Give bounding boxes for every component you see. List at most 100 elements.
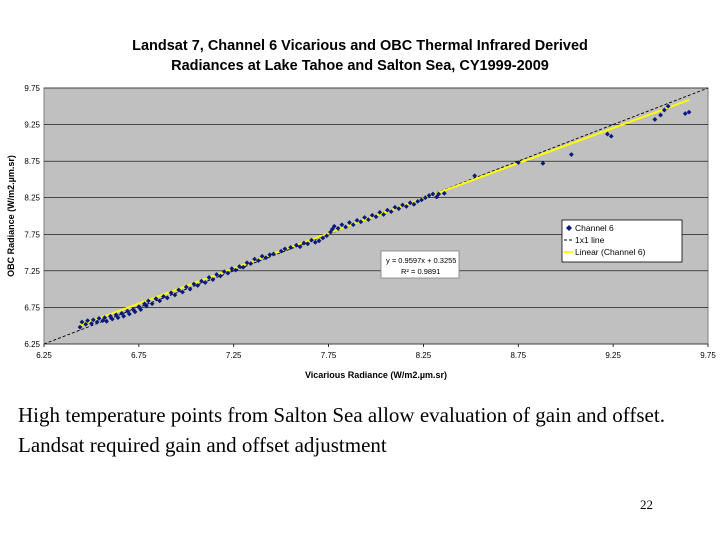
data-point bbox=[214, 272, 220, 277]
data-point bbox=[278, 248, 284, 254]
data-point bbox=[388, 209, 394, 215]
y-tick-label: 9.25 bbox=[24, 121, 40, 130]
y-tick-label: 7.25 bbox=[24, 267, 40, 276]
data-point bbox=[244, 260, 250, 266]
data-point bbox=[164, 295, 170, 301]
data-point bbox=[328, 229, 333, 235]
data-point bbox=[312, 239, 318, 245]
data-point bbox=[682, 111, 688, 116]
data-point bbox=[282, 246, 288, 252]
data-point bbox=[221, 269, 227, 274]
data-point bbox=[109, 316, 115, 322]
data-point bbox=[665, 103, 671, 109]
data-point bbox=[381, 212, 386, 217]
data-point bbox=[407, 200, 413, 206]
chart-title-line-1: Landsat 7, Channel 6 Vicarious and OBC T… bbox=[132, 38, 588, 54]
data-point bbox=[329, 226, 335, 232]
data-point bbox=[419, 197, 424, 203]
legend: Channel 6 1x1 line Linear (Channel 6) bbox=[561, 219, 683, 263]
data-point bbox=[652, 117, 658, 122]
scatter-chart: Landsat 7, Channel 6 Vicarious and OBC T… bbox=[6, 38, 716, 380]
data-point bbox=[138, 307, 144, 313]
data-point bbox=[176, 287, 182, 293]
data-point bbox=[350, 222, 356, 228]
data-point bbox=[422, 195, 428, 201]
data-point bbox=[411, 201, 417, 207]
chart-title-line-2: Radiances at Lake Tahoe and Salton Sea, … bbox=[171, 58, 549, 74]
data-point bbox=[441, 190, 447, 196]
data-point bbox=[384, 207, 390, 213]
data-point bbox=[366, 217, 371, 223]
data-point bbox=[172, 292, 178, 298]
data-point bbox=[343, 224, 349, 230]
data-point bbox=[661, 107, 667, 113]
data-point bbox=[115, 315, 121, 321]
data-point bbox=[225, 270, 231, 276]
data-point bbox=[145, 298, 151, 304]
data-point bbox=[430, 191, 436, 197]
x-tick-label: 8.75 bbox=[510, 351, 526, 360]
legend-label-linear-fit: Linear (Channel 6) bbox=[575, 247, 646, 257]
data-point bbox=[436, 191, 442, 197]
legend-label-1x1-line: 1x1 line bbox=[575, 235, 605, 245]
data-point bbox=[305, 241, 311, 247]
data-point bbox=[320, 235, 326, 241]
data-point bbox=[369, 212, 375, 218]
data-point bbox=[331, 223, 337, 229]
y-tick-label: 7.75 bbox=[24, 230, 40, 239]
data-point bbox=[540, 160, 546, 166]
data-point bbox=[187, 286, 193, 292]
data-point bbox=[153, 296, 159, 302]
y-tick-label: 8.25 bbox=[24, 194, 40, 203]
x-tick-label: 7.75 bbox=[321, 351, 337, 360]
data-point bbox=[339, 222, 345, 228]
data-point bbox=[259, 253, 265, 259]
data-point bbox=[373, 214, 379, 220]
data-point bbox=[126, 311, 132, 317]
data-point bbox=[347, 220, 352, 225]
data-point bbox=[229, 266, 235, 272]
x-tick-label: 9.25 bbox=[605, 351, 621, 360]
data-point bbox=[415, 198, 421, 204]
data-point bbox=[396, 206, 402, 212]
data-point bbox=[90, 317, 96, 323]
data-point bbox=[248, 261, 254, 266]
legend-label-channel-6: Channel 6 bbox=[575, 223, 614, 233]
data-point bbox=[426, 193, 432, 198]
data-point bbox=[79, 319, 85, 325]
y-tick-label: 6.75 bbox=[24, 303, 40, 312]
data-point bbox=[195, 283, 201, 288]
data-point bbox=[263, 255, 269, 261]
data-point bbox=[686, 109, 692, 115]
data-point bbox=[335, 226, 341, 231]
data-point bbox=[358, 219, 364, 225]
x-tick-label: 6.25 bbox=[36, 351, 52, 360]
x-axis-label: Vicarious Radiance (W/m2.µm.sr) bbox=[305, 370, 447, 380]
data-point bbox=[149, 301, 155, 307]
regression-equation: y = 0.9597x + 0.3255 bbox=[386, 256, 456, 265]
data-point bbox=[136, 304, 142, 310]
data-point bbox=[515, 160, 521, 166]
data-point bbox=[218, 273, 223, 279]
data-point bbox=[297, 244, 303, 250]
data-point bbox=[206, 275, 212, 280]
data-point bbox=[102, 315, 108, 321]
data-point bbox=[354, 217, 360, 223]
data-point bbox=[252, 256, 257, 262]
data-point bbox=[434, 194, 440, 200]
data-point bbox=[161, 294, 166, 299]
gridlines bbox=[44, 87, 708, 345]
equation-box: y = 0.9597x + 0.3255 R² = 0.9891 bbox=[380, 250, 460, 279]
data-point bbox=[377, 209, 383, 215]
data-point bbox=[309, 237, 314, 243]
data-point bbox=[108, 313, 113, 319]
x-axis-ticks: 6.25 6.75 7.25 7.75 8.25 8.75 9.25 9.75 bbox=[36, 344, 716, 360]
linear-fit-line bbox=[79, 99, 690, 327]
data-point bbox=[180, 289, 185, 295]
data-point bbox=[85, 318, 91, 323]
data-point bbox=[569, 152, 574, 157]
data-point bbox=[316, 238, 322, 244]
page-number: 22 bbox=[640, 497, 653, 512]
x-tick-label: 6.75 bbox=[131, 351, 147, 360]
data-point bbox=[83, 321, 89, 327]
